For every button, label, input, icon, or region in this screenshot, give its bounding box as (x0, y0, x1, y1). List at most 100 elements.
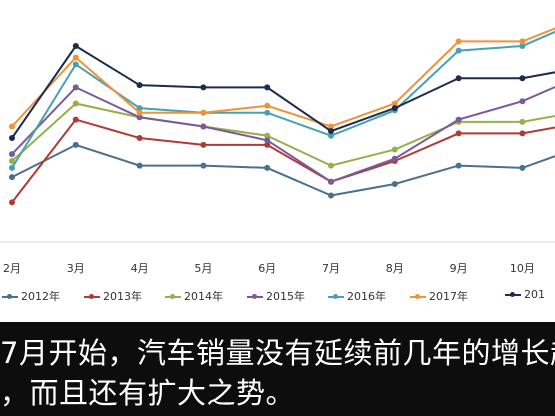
x-tick-label: 4月 (131, 262, 149, 275)
legend-label: 2013年 (103, 290, 142, 303)
data-point (455, 47, 462, 54)
x-tick-label: 9月 (450, 262, 468, 275)
data-point (72, 61, 79, 68)
legend-item-2015: 2015年 (247, 288, 305, 304)
data-point (264, 109, 271, 116)
series-line (11, 143, 555, 197)
x-tick-label: 6月 (258, 262, 276, 275)
data-point (455, 130, 462, 137)
caption-line-2: ，而且还有扩大之势。 (0, 376, 296, 410)
data-point (9, 135, 15, 141)
data-point (9, 151, 15, 158)
subtitle-caption: 7月开始，汽车销量没有延续前几年的增长趋 ，而且还有扩大之势。 (0, 322, 555, 416)
series-2016年 (9, 30, 555, 171)
data-point (264, 132, 271, 139)
data-point (519, 98, 526, 105)
data-point (72, 54, 79, 61)
legend-swatch (328, 292, 344, 301)
legend-label: 2017年 (429, 290, 468, 303)
x-tick-labels: 2月3月4月5月6月7月8月9月10月11月 (3, 262, 535, 275)
legend-swatch (165, 292, 181, 301)
data-point (391, 105, 398, 112)
series-layer (9, 27, 555, 206)
legend-label: 2014年 (184, 290, 223, 303)
legend-item-2012: 2012年 (2, 288, 60, 304)
data-point (391, 146, 398, 153)
data-point (9, 174, 15, 181)
data-point (136, 114, 143, 121)
data-point (328, 178, 334, 185)
data-point (136, 82, 143, 89)
data-point (455, 75, 462, 82)
series-line (11, 86, 555, 183)
legend-swatch (2, 292, 18, 301)
data-point (391, 155, 398, 162)
data-point (200, 109, 207, 116)
data-point (264, 141, 271, 148)
data-point (455, 116, 462, 123)
x-tick-label: 5月 (194, 262, 212, 275)
data-point (72, 141, 79, 148)
line-chart: 2月3月4月5月6月7月8月9月10月11月 (0, 27, 555, 275)
legend-label: 2012年 (21, 290, 60, 303)
data-point (264, 137, 271, 144)
legend-swatch (410, 292, 426, 301)
data-point (9, 158, 15, 164)
chart-legend: 2012年 2013年 2014年 2015年 2016年 2017年 201 (0, 284, 555, 308)
data-point (391, 181, 398, 187)
x-tick-label: 7月 (322, 262, 340, 275)
data-point (264, 102, 271, 109)
data-point (328, 192, 334, 199)
legend-swatch (84, 292, 100, 301)
legend-item-2013: 2013年 (84, 288, 142, 304)
data-point (72, 100, 79, 107)
data-point (200, 123, 207, 130)
legend-label: 2015年 (266, 290, 305, 303)
data-point (136, 135, 143, 141)
legend-swatch (505, 290, 521, 299)
series-2018年 (9, 43, 555, 141)
data-point (72, 116, 79, 123)
data-point (9, 123, 15, 130)
x-tick-label: 2月 (3, 262, 21, 275)
series-line (11, 102, 555, 167)
series-2017年 (9, 27, 555, 130)
data-point (519, 38, 526, 45)
data-point (200, 141, 207, 148)
data-point (136, 109, 143, 116)
data-point (391, 100, 398, 107)
data-point (9, 164, 15, 171)
legend-swatch (247, 292, 263, 301)
data-point (328, 123, 334, 130)
legend-item-2017: 2017年 (410, 288, 468, 304)
data-point (455, 162, 462, 169)
data-point (328, 128, 334, 135)
data-point (136, 105, 143, 112)
series-2012年 (9, 141, 555, 199)
series-2015年 (9, 84, 555, 185)
data-point (72, 43, 79, 49)
data-point (519, 130, 526, 137)
data-point (200, 84, 207, 91)
series-line (11, 27, 555, 128)
data-point (519, 75, 526, 82)
legend-label: 201 (524, 288, 545, 301)
series-2013年 (9, 116, 555, 206)
x-tick-label: 8月 (386, 262, 404, 275)
data-point (136, 162, 143, 169)
data-point (519, 118, 526, 125)
data-point (328, 162, 334, 169)
data-point (9, 199, 15, 206)
data-point (519, 43, 526, 49)
data-point (519, 164, 526, 171)
data-point (455, 38, 462, 45)
series-line (11, 118, 555, 204)
legend-item-2018: 201 (505, 288, 545, 301)
data-point (328, 132, 334, 139)
x-tick-label: 3月 (67, 262, 85, 275)
data-point (200, 162, 207, 169)
caption-line-1: 7月开始，汽车销量没有延续前几年的增长趋 (0, 336, 555, 370)
data-point (72, 84, 79, 91)
legend-item-2016: 2016年 (328, 288, 386, 304)
data-point (264, 84, 271, 91)
